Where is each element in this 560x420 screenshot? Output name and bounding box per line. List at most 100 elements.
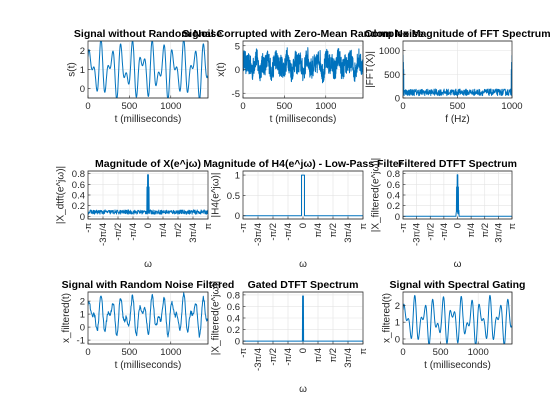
y-axis-label: |X_filtered(e^jω)| [211,281,222,355]
x-tick-label: π/2 [328,223,339,237]
subplot-p4: -π -3π/4 -π/2 -π/4 0 π/4 π/2 3π/4 π00.20.40.60.8… [56,158,215,270]
y-tick-label: 0 [395,334,400,345]
x-tick-label: -π/4 [283,223,294,241]
x-tick-label: π [203,223,214,230]
x-tick-label: π/2 [328,348,339,362]
y-tick-label: 2 [80,46,85,57]
y-tick-label: 500 [384,70,400,81]
x-tick-label: π/4 [313,348,324,362]
series-line [243,295,363,342]
subplot-title: Signal with Spectral Gating [390,279,526,291]
x-tick-label: 500 [276,101,292,112]
x-tick-label: -π/2 [268,348,279,366]
y-axis-label: x_filtered(t) [61,293,72,343]
y-tick-label: 0 [395,212,400,223]
x-tick-label: 0 [240,101,245,112]
y-axis-label: |FFT(X)| [365,51,376,88]
x-tick-label: π/4 [466,223,477,237]
x-axis-label: ω [454,259,462,270]
subplot-p3: 0 500 1000 0 500 1000 Complex Magnitude of FFT… [364,28,550,125]
series-line [243,47,363,84]
y-tick-label: 0 [80,84,85,95]
x-tick-label: -3π/4 [98,223,109,246]
subplot-title: Signal with Random Noise Filtered [62,279,235,291]
y-tick-label: 0.2 [387,201,400,212]
x-tick-label: 3π/4 [188,223,199,243]
x-tick-label: 0 [453,223,464,228]
axes-frame [87,291,209,345]
x-axis-label: t (milliseconds) [115,360,182,371]
y-tick-label: 0.6 [387,180,400,191]
x-tick-label: 1000 [468,347,489,358]
y-tick-label: 0.8 [227,290,240,301]
y-tick-label: 0 [80,323,85,334]
subplot-p8: -π -3π/4 -π/2 -π/4 0 π/4 π/2 3π/4 π00.20.40.60.8… [211,279,370,395]
x-tick-label: -π/4 [283,348,294,366]
x-tick-label: -π/4 [439,223,450,241]
axes-box [87,291,209,345]
y-tick-label: 0.4 [227,314,240,325]
x-tick-label: π/4 [313,223,324,237]
x-tick-label: 500 [450,101,466,112]
x-tick-label: -π [398,223,409,233]
y-tick-label: 0.8 [387,169,400,180]
y-axis-label: x(t) [216,62,227,76]
x-tick-label: -π [238,223,249,233]
subplot-title: Signal without Random Noise [74,28,222,40]
x-tick-label: 3π/4 [343,348,354,368]
y-tick-label: 2 [395,301,400,312]
y-tick-label: -5 [232,89,240,100]
y-tick-label: 0.2 [72,201,85,212]
x-tick-label: 500 [121,347,137,358]
x-tick-label: 0 [85,101,90,112]
x-tick-label: 0 [400,347,405,358]
x-tick-label: -π/2 [113,223,124,241]
x-tick-label: -3π/4 [253,223,264,246]
series-line [243,174,363,217]
x-axis-label: t (milliseconds) [270,114,337,125]
subplot-title: Filtered DTFT Spectrum [398,158,517,170]
x-tick-label: -3π/4 [253,348,264,371]
subplot-p5: -π -3π/4 -π/2 -π/4 0 π/4 π/2 3π/4 π 0 0.5 1Magnitud… [203,158,402,270]
series-line [88,41,208,98]
subplot-title: Magnitude of H4(e^jω) - Low-Pass Filter [203,158,402,170]
y-tick-label: 0.2 [227,325,240,336]
x-axis-label: t (milliseconds) [115,114,182,125]
x-tick-label: 1000 [501,101,522,112]
x-tick-label: π/4 [158,223,169,237]
y-tick-label: -1 [77,336,85,347]
x-tick-label: -π [238,348,249,358]
subplot-p9: 0 500 1000 0 1 2 Signal with Spectral Gating t … [382,279,526,371]
x-tick-label: -π/2 [425,223,436,241]
subplot-p6: -π -3π/4 -π/2 -π/4 0 π/4 π/2 3π/4 π00.20.40.60.8… [371,158,519,270]
y-tick-label: 1 [395,318,400,329]
y-axis-label: |X_filtered(e^jω)| [371,158,382,232]
x-tick-label: 1000 [160,347,181,358]
y-tick-label: 0 [235,337,240,348]
series-line [88,292,208,338]
y-tick-label: 0.4 [72,191,85,202]
y-axis-label: s(t) [67,62,78,76]
y-tick-label: 5 [235,41,240,52]
x-axis-label: f (Hz) [445,114,469,125]
x-tick-label: 3π/4 [493,223,504,243]
x-axis-label: ω [299,259,307,270]
y-tick-label: 0.5 [227,191,240,202]
y-tick-label: 0.4 [387,191,400,202]
x-tick-label: 500 [121,101,137,112]
x-tick-label: 0 [298,348,309,353]
x-tick-label: 0 [143,223,154,228]
x-tick-label: 1000 [315,101,336,112]
x-tick-label: 1000 [160,101,181,112]
subplot-title: Magnitude of X(e^jω) [95,158,201,170]
subplot-title: Signal Corrupted with Zero-Mean Random N… [182,28,424,40]
x-tick-label: 500 [433,347,449,358]
y-axis-label: |X_dtft(e^jω)| [56,166,67,224]
x-tick-label: 0 [85,347,90,358]
y-tick-label: 2 [80,297,85,308]
y-axis-label: x_filtered(t) [382,293,393,343]
x-tick-label: π [358,223,369,230]
x-tick-label: π [358,348,369,355]
